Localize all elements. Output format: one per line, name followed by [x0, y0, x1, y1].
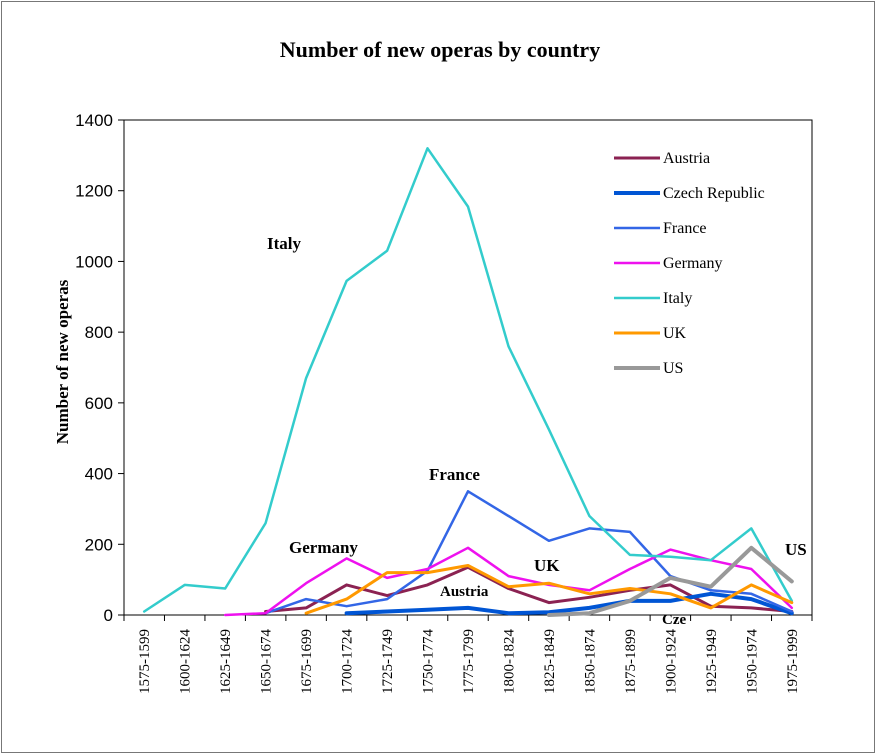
series-layer	[142, 147, 794, 617]
series-line-czech-republic	[344, 591, 794, 616]
series-line-us	[546, 545, 794, 617]
annotation-austria: Austria	[440, 584, 489, 600]
y-axis-label: Number of new operas	[53, 279, 72, 444]
x-tick-label: 1600-1624	[178, 629, 194, 694]
x-tick-label: 1700-1724	[340, 629, 356, 694]
annotation-france: France	[429, 465, 480, 484]
legend-label: Germany	[663, 255, 723, 272]
legend: Austria Czech Republic France Germany Italy U…	[614, 150, 765, 377]
x-tick-label: 1950-1974	[744, 629, 760, 694]
legend-label: Austria	[663, 150, 710, 167]
y-tick-label: 1200	[75, 182, 113, 201]
legend-label: UK	[663, 325, 687, 342]
y-tick-label: 400	[85, 465, 113, 484]
x-tick-label: 1825-1849	[542, 629, 558, 694]
chart-title: Number of new operas by country	[280, 37, 600, 62]
y-tick-label: 1400	[75, 111, 113, 130]
x-tick-label: 1850-1874	[582, 629, 598, 694]
annotation-cze: Cze	[662, 612, 686, 628]
x-tick-label: 1575-1599	[137, 629, 153, 694]
legend-label: Czech Republic	[663, 185, 765, 202]
y-tick-label: 600	[85, 394, 113, 413]
x-tick-label: 1650-1674	[259, 629, 275, 694]
x-tick-label: 1725-1749	[380, 629, 396, 694]
y-tick-label: 0	[104, 606, 113, 625]
annotation-germany: Germany	[289, 538, 358, 557]
y-tick-label: 800	[85, 323, 113, 342]
x-tick-label: 1925-1949	[704, 629, 720, 694]
y-tick-label: 200	[85, 535, 113, 554]
x-tick-label: 1775-1799	[461, 629, 477, 694]
series-line-uk	[304, 564, 794, 615]
x-tick-label: 1675-1699	[299, 629, 315, 694]
x-tick-label: 1625-1649	[218, 629, 234, 694]
x-tick-label: 1800-1824	[501, 629, 517, 694]
x-tick-label: 1975-1999	[785, 629, 801, 694]
plot-area	[123, 119, 813, 616]
axes: 0 200 400 600 800 1000 1200 1400 1575-1599 1600-1…	[75, 111, 813, 694]
series-line-germany	[223, 546, 794, 617]
annotation-uk: UK	[534, 556, 560, 575]
annotation-italy: Italy	[267, 234, 302, 253]
series-line-austria	[264, 565, 794, 613]
legend-label: US	[663, 360, 683, 377]
series-line-france	[264, 490, 794, 615]
x-tick-label: 1900-1924	[663, 629, 679, 694]
legend-label: Italy	[663, 290, 692, 307]
annotation-us: US	[785, 540, 807, 559]
legend-label: France	[663, 220, 707, 237]
x-tick-label: 1875-1899	[623, 629, 639, 694]
y-tick-label: 1000	[75, 252, 113, 271]
series-line-italy	[142, 147, 794, 613]
x-tick-label: 1750-1774	[421, 629, 437, 694]
